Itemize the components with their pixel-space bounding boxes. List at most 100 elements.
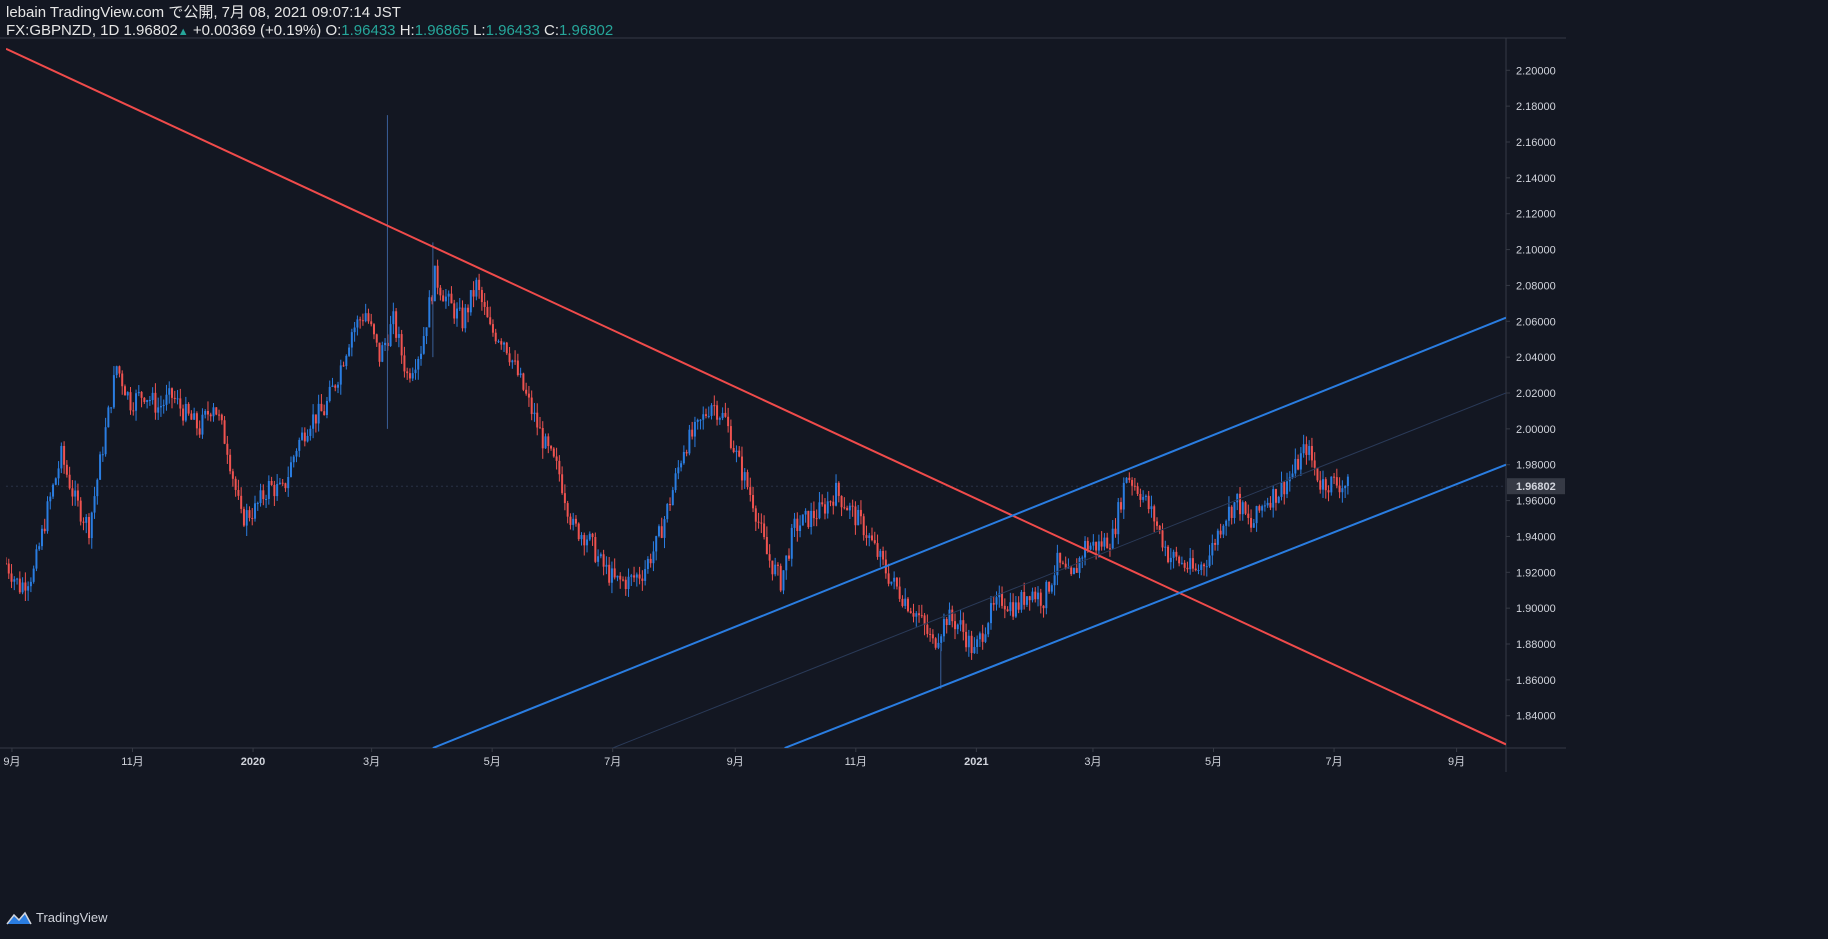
candle-body xyxy=(234,478,237,490)
candle-body xyxy=(1128,477,1131,480)
candle-body xyxy=(876,543,879,557)
candle-body xyxy=(1183,562,1186,568)
candle-body xyxy=(785,555,788,571)
candle-body xyxy=(29,581,32,587)
candle-body xyxy=(1272,489,1275,508)
candle-body xyxy=(265,498,268,500)
candle-body xyxy=(1313,460,1316,468)
up-triangle-icon: ▲ xyxy=(177,26,189,38)
candle-body xyxy=(627,576,630,589)
channel-upper-line xyxy=(432,316,1506,748)
candle-body xyxy=(1208,555,1211,567)
candle-body xyxy=(389,324,392,347)
candle-body xyxy=(10,573,13,582)
candle-body xyxy=(1222,525,1225,535)
candle-body xyxy=(1122,482,1125,510)
candle-body xyxy=(757,521,760,523)
candle-body xyxy=(289,462,292,477)
candle-body xyxy=(1194,568,1197,571)
candle-body xyxy=(923,615,926,625)
candle-body xyxy=(193,413,196,420)
candle-body xyxy=(483,302,486,307)
close-label: C: xyxy=(544,22,560,39)
candle-body xyxy=(6,563,7,565)
candle-body xyxy=(577,523,580,540)
low-label: L: xyxy=(473,22,486,39)
last-price: 1.96802 xyxy=(123,22,178,39)
candle-body xyxy=(458,307,461,309)
candle-body xyxy=(707,415,710,417)
candle-body xyxy=(400,334,403,356)
candle-body xyxy=(677,467,680,474)
candle-body xyxy=(49,496,52,502)
candle-body xyxy=(801,514,804,526)
candle-body xyxy=(710,405,713,416)
candle-body xyxy=(179,398,182,409)
candle-body xyxy=(422,336,425,354)
candle-body xyxy=(1233,502,1236,518)
candle-body xyxy=(760,522,763,524)
candle-body xyxy=(763,523,766,538)
candle-body xyxy=(956,624,959,630)
candle-body xyxy=(309,428,312,436)
y-tick-label: 2.04000 xyxy=(1516,352,1556,364)
candle-body xyxy=(1346,476,1349,486)
candle-body xyxy=(693,421,696,437)
candle-body xyxy=(1255,506,1258,524)
candle-body xyxy=(1136,486,1139,494)
footer-brand: TradingView xyxy=(6,910,108,925)
candle-body xyxy=(328,386,331,401)
candle-body xyxy=(1075,568,1078,573)
candle-body xyxy=(605,564,608,567)
candle-body xyxy=(345,355,348,366)
candle-body xyxy=(597,556,600,562)
symbol-label[interactable]: FX:GBPNZD, 1D xyxy=(6,22,120,39)
candle-body xyxy=(729,426,732,448)
candle-body xyxy=(1341,488,1344,493)
candle-body xyxy=(433,265,436,302)
candle-body xyxy=(967,635,970,648)
candle-body xyxy=(361,320,364,322)
candle-body xyxy=(1299,453,1302,470)
candle-body xyxy=(54,478,57,485)
candle-body xyxy=(998,593,1001,598)
candle-body xyxy=(688,429,691,454)
candle-body xyxy=(1070,567,1073,575)
candle-body xyxy=(212,407,215,417)
candle-body xyxy=(129,392,132,411)
candle-body xyxy=(871,535,874,541)
candle-body xyxy=(68,474,71,489)
candle-body xyxy=(804,510,807,515)
candle-body xyxy=(566,503,569,517)
candle-body xyxy=(635,574,638,578)
x-tick-label: 2020 xyxy=(241,756,265,768)
candle-body xyxy=(298,439,301,451)
candle-body xyxy=(815,518,818,520)
candle-body xyxy=(1169,557,1172,563)
candle-body xyxy=(862,516,865,536)
candle-body xyxy=(652,551,655,564)
candle-body xyxy=(954,621,957,630)
candle-body xyxy=(765,537,768,555)
candle-body xyxy=(215,407,218,415)
candle-body xyxy=(912,613,915,617)
candle-body xyxy=(1333,476,1336,478)
candle-body xyxy=(303,432,306,442)
candle-body xyxy=(1321,479,1324,490)
candle-body xyxy=(613,568,616,578)
candle-body xyxy=(829,501,832,503)
candle-body xyxy=(1042,605,1045,609)
candle-body xyxy=(1025,596,1028,605)
candle-body xyxy=(1031,591,1034,601)
candle-body xyxy=(561,474,564,494)
candle-body xyxy=(937,642,940,648)
candle-body xyxy=(198,428,201,435)
candle-body xyxy=(1034,591,1037,600)
candle-body xyxy=(840,495,843,508)
candle-body xyxy=(796,518,799,532)
candle-body xyxy=(112,375,115,408)
candle-body xyxy=(779,565,782,591)
candle-body xyxy=(154,392,157,413)
candle-body xyxy=(536,412,539,428)
